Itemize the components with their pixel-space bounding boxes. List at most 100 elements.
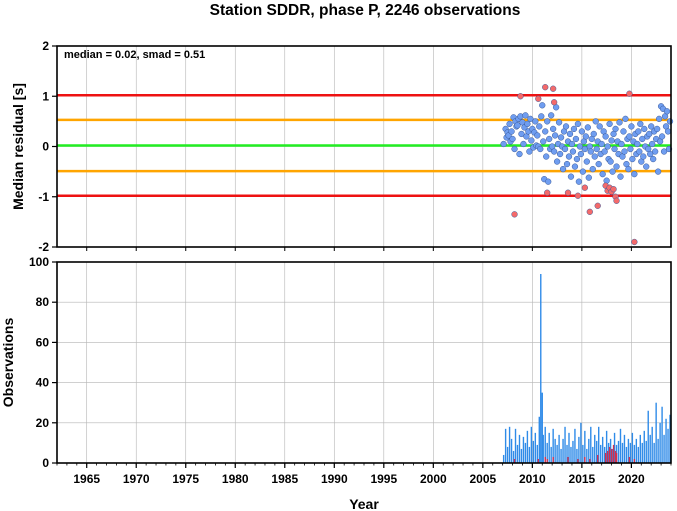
x-tick-label: 1965 [73, 472, 100, 486]
residual-point [567, 173, 575, 180]
residual-point [628, 123, 635, 130]
x-tick-label: 1995 [370, 472, 397, 486]
chart-title: Station SDDR, phase P, 2246 observations [210, 2, 521, 19]
residual-y-ticks: 2 1 0 -1 -2 [38, 39, 57, 254]
residual-y-tick-label: 1 [42, 89, 49, 103]
residual-point [606, 120, 613, 128]
residual-point [653, 125, 661, 133]
residual-point [587, 148, 594, 155]
residual-point [602, 133, 609, 140]
residual-point [581, 145, 588, 153]
observations-panel: 100 80 60 40 20 0 1965 1970 1975 1980 1985 1990 199… [0, 247, 672, 511]
residual-point [604, 143, 611, 150]
residual-point [517, 93, 524, 100]
residual-point [649, 140, 656, 148]
residual-point [511, 211, 518, 218]
x-tick-label: 2000 [420, 472, 447, 486]
x-tick-label: 2015 [569, 472, 596, 486]
residual-point [544, 118, 551, 125]
residual-point [568, 140, 576, 148]
residual-point [544, 189, 551, 196]
residual-point [555, 119, 563, 126]
residual-point [607, 158, 614, 165]
residual-point [522, 112, 529, 119]
residual-point [584, 124, 591, 131]
residual-point [610, 186, 617, 193]
residual-point [594, 202, 601, 209]
residual-annotation: median = 0.02, smad = 0.51 [64, 49, 205, 61]
residual-point [598, 140, 605, 148]
observations-y-ticks: 100 80 60 40 20 0 [29, 255, 57, 470]
residual-point [556, 150, 564, 158]
observations-y-axis-label: Observations [0, 318, 16, 408]
residual-point [561, 145, 569, 153]
residual-point [532, 118, 539, 125]
residual-point [652, 148, 659, 155]
x-tick-label: 1980 [222, 472, 249, 486]
observations-y-tick-label: 80 [36, 295, 50, 309]
residual-point [621, 148, 628, 155]
residual-point [629, 155, 636, 163]
residual-y-tick-label: -1 [38, 190, 49, 204]
observations-grid [57, 261, 671, 464]
residual-point [524, 120, 531, 128]
residual-point [660, 148, 668, 155]
residual-point [579, 168, 587, 175]
residual-point [553, 158, 561, 165]
residual-point [581, 184, 588, 191]
residual-point [577, 150, 585, 158]
residual-point [603, 177, 610, 184]
residual-point [613, 197, 620, 204]
residual-point [500, 140, 507, 148]
residual-point [528, 137, 535, 144]
residual-point [626, 133, 633, 140]
residual-point [551, 132, 559, 139]
residual-point [592, 118, 599, 125]
residual-point [542, 128, 549, 135]
observations-y-tick-label: 40 [36, 376, 50, 390]
residual-point [586, 143, 593, 150]
residual-point [527, 115, 534, 123]
observations-y-tick-label: 100 [29, 255, 49, 269]
residual-point [509, 135, 516, 143]
residual-point [601, 148, 608, 155]
residual-point [617, 173, 624, 180]
residual-point [550, 99, 558, 106]
residual-y-tick-label: 0 [42, 140, 49, 154]
residual-point [631, 238, 638, 246]
residual-point [625, 165, 632, 173]
residual-point [542, 84, 549, 91]
x-tick-label: 2010 [519, 472, 546, 486]
residual-point [636, 148, 643, 155]
residual-point [666, 118, 674, 125]
residual-point [534, 132, 541, 139]
residual-point [578, 128, 586, 135]
residual-point [520, 140, 527, 148]
residual-point [570, 125, 578, 133]
x-tick-label: 2020 [618, 472, 645, 486]
residual-point [537, 145, 544, 153]
residual-point [626, 90, 633, 97]
residual-point [641, 125, 648, 133]
x-tick-label: 2005 [469, 472, 496, 486]
residual-point [655, 115, 663, 123]
residual-point [627, 145, 634, 153]
residual-point [635, 128, 642, 135]
residual-point [506, 120, 513, 128]
residual-point [650, 155, 657, 163]
residual-panel: 2 1 0 -1 -2 median = 0.02, smad = 0.51 Media… [10, 39, 674, 254]
residual-point [640, 153, 647, 160]
residual-point [596, 123, 603, 130]
residual-point [526, 148, 533, 155]
residual-point [616, 119, 623, 126]
residual-point [566, 130, 574, 138]
residual-point [613, 163, 620, 170]
residual-point [518, 130, 525, 138]
x-tick-label: 1985 [271, 472, 298, 486]
residual-point [574, 192, 582, 199]
residual-point [514, 122, 521, 129]
residual-point [571, 163, 579, 170]
residual-point [658, 133, 666, 140]
residual-point [639, 135, 646, 143]
